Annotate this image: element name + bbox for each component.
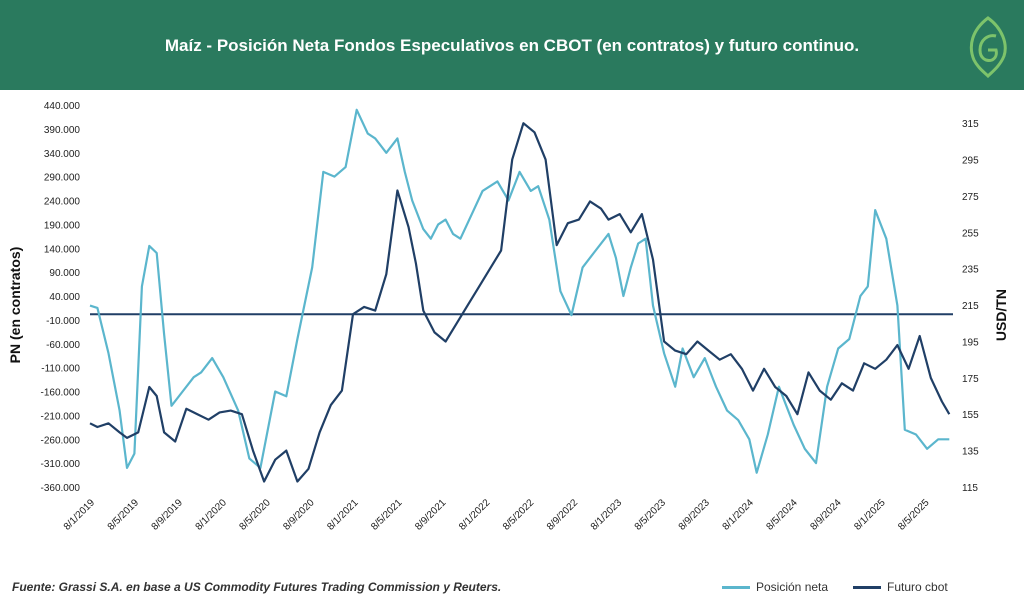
y-tick-label: -360.000 <box>41 483 81 494</box>
legend-swatch-posicion-neta <box>722 585 750 589</box>
y-tick-label: 190.000 <box>44 220 81 231</box>
y2-tick-label: 215 <box>962 301 979 312</box>
x-tick-label: 8/1/2022 <box>457 497 493 533</box>
y-axis-label: PN (en contratos) <box>7 247 23 364</box>
y2-axis-label: USD/TN <box>993 289 1009 341</box>
x-tick-label: 8/9/2024 <box>808 497 844 533</box>
x-tick-label: 8/9/2023 <box>677 497 713 533</box>
y-tick-label: -260.000 <box>41 435 81 446</box>
y-tick-label: -210.000 <box>41 411 81 422</box>
y2-tick-label: 115 <box>962 483 978 494</box>
x-tick-label: 8/1/2024 <box>721 497 757 533</box>
y-tick-label: -110.000 <box>41 364 80 375</box>
x-tick-label: 8/1/2023 <box>589 497 625 533</box>
y2-tick-label: 175 <box>962 374 979 385</box>
y-tick-label: -160.000 <box>41 388 81 399</box>
y-tick-label: 90.000 <box>49 268 80 279</box>
y-tick-label: -60.000 <box>46 340 80 351</box>
series-layer <box>89 108 951 483</box>
x-tick-label: 8/1/2021 <box>325 497 361 533</box>
x-tick-label: 8/9/2021 <box>413 497 449 533</box>
y2-tick-label: 315 <box>962 119 979 130</box>
y2-tick-label: 195 <box>962 337 979 348</box>
x-tick-label: 8/5/2019 <box>106 497 142 533</box>
y2-tick-label: 295 <box>962 156 979 167</box>
chart-area: 440.000 390.000 340.000 290.000 240.000 190.0… <box>7 101 1009 533</box>
x-tick-label: 8/5/2022 <box>501 497 537 533</box>
x-tick-label: 8/1/2025 <box>852 497 888 533</box>
legend-label-futuro-cbot: Futuro cbot <box>887 580 948 594</box>
x-tick-label: 8/1/2020 <box>194 497 230 533</box>
series-line-posicion-neta <box>89 108 950 474</box>
y2-tick-label: 235 <box>962 265 979 276</box>
y2-tick-label: 275 <box>962 192 979 203</box>
x-tick-label: 8/5/2023 <box>633 497 669 533</box>
y2-tick-label: 155 <box>962 410 979 421</box>
series-line-futuro-cbot <box>89 122 951 483</box>
legend-swatch-futuro-cbot <box>853 585 881 589</box>
legend-label-posicion-neta: Posición neta <box>756 580 829 594</box>
leaf-logo-icon <box>969 16 1007 78</box>
y-tick-label: 390.000 <box>44 125 81 136</box>
y-tick-label: 340.000 <box>44 149 81 160</box>
y-tick-label: 40.000 <box>49 292 80 303</box>
source-note: Fuente: Grassi S.A. en base a US Commodi… <box>12 580 502 594</box>
x-tick-label: 8/5/2025 <box>896 497 932 533</box>
y-axis-right: 315 295 275 255 235 215 195 175 155 135 115 <box>962 119 979 494</box>
y-tick-label: 440.000 <box>44 101 81 112</box>
chart-title: Maíz - Posición Neta Fondos Especulativo… <box>164 36 860 55</box>
x-tick-label: 8/5/2024 <box>765 497 801 533</box>
y-tick-label: 240.000 <box>44 197 81 208</box>
y-tick-label: 140.000 <box>44 244 81 255</box>
x-tick-label: 8/9/2020 <box>281 497 317 533</box>
y2-tick-label: 255 <box>962 228 979 239</box>
x-axis: 8/1/2019 8/5/2019 8/9/2019 8/1/2020 8/5/2020… <box>62 497 932 533</box>
header-bar <box>0 0 1024 90</box>
y2-tick-label: 135 <box>962 447 979 458</box>
x-tick-label: 8/5/2021 <box>369 497 405 533</box>
x-tick-label: 8/9/2022 <box>545 497 581 533</box>
y-tick-label: -10.000 <box>46 316 80 327</box>
legend-item-posicion-neta: Posición neta <box>722 580 828 594</box>
y-axis-left: 440.000 390.000 340.000 290.000 240.000 190.0… <box>41 101 81 494</box>
x-tick-label: 8/9/2019 <box>150 497 186 533</box>
x-tick-label: 8/1/2019 <box>62 497 98 533</box>
y-tick-label: -310.000 <box>41 459 81 470</box>
y-tick-label: 290.000 <box>44 173 81 184</box>
legend-item-futuro-cbot: Futuro cbot <box>853 580 948 594</box>
x-tick-label: 8/5/2020 <box>237 497 273 533</box>
